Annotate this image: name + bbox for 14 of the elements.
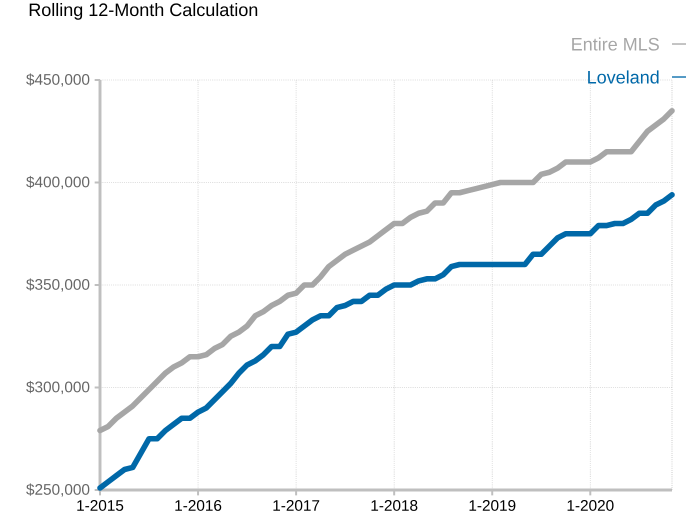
legend-label: Entire MLS <box>572 37 659 51</box>
y-tick-label: $350,000 <box>26 278 90 292</box>
x-tick-label: 1-2019 <box>470 500 516 511</box>
y-tick-label: $300,000 <box>26 380 90 394</box>
x-tick-label: 1-2016 <box>175 500 222 511</box>
x-tick-label: 1-2015 <box>77 500 124 511</box>
y-tick-label: $450,000 <box>26 73 90 87</box>
x-tick-label: 1-2020 <box>568 500 614 511</box>
y-tick-label: $400,000 <box>26 176 90 190</box>
y-tick-label: $250,000 <box>26 483 90 497</box>
legend-label: Loveland <box>588 70 659 84</box>
chart-title: Rolling 12-Month Calculation <box>30 2 258 20</box>
x-tick-label: 1-2017 <box>273 500 320 511</box>
x-tick-label: 1-2018 <box>371 500 418 511</box>
